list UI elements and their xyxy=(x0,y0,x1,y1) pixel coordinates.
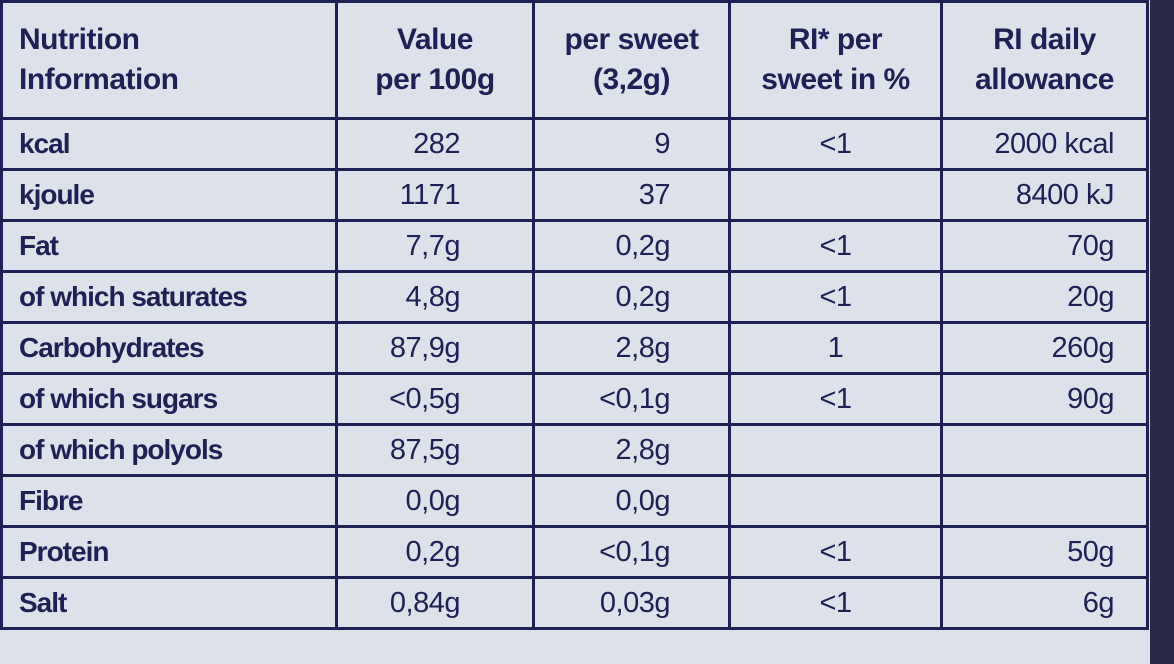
value-per-100g: 0,0g xyxy=(335,474,535,528)
value-per-sweet: 9 xyxy=(532,117,731,171)
ri-daily xyxy=(940,474,1149,528)
nutrient-row: Fibre 0,0g 0,0g xyxy=(0,474,1149,528)
row-label: Fibre xyxy=(0,474,338,528)
ri-daily: 8400 kJ xyxy=(940,168,1149,222)
nutrition-panel: Nutrition Information Value per 100g per swe… xyxy=(0,0,1150,664)
value-per-sweet: <0,1g xyxy=(532,525,731,579)
row-label: of which sugars xyxy=(0,372,338,426)
ri-percent xyxy=(728,423,943,477)
ri-daily: 70g xyxy=(940,219,1149,273)
value-per-100g: 87,5g xyxy=(335,423,535,477)
nutrient-row: Protein 0,2g <0,1g <1 50g xyxy=(0,525,1149,579)
ri-daily: 6g xyxy=(940,576,1149,630)
row-label: Salt xyxy=(0,576,338,630)
row-label: of which saturates xyxy=(0,270,338,324)
ri-percent: <1 xyxy=(728,372,943,426)
value-per-sweet: <0,1g xyxy=(532,372,731,426)
ri-daily: 50g xyxy=(940,525,1149,579)
column-header: per sweet (3,2g) xyxy=(532,0,731,120)
column-header: Value per 100g xyxy=(335,0,535,120)
row-label: kjoule xyxy=(0,168,338,222)
row-label: of which polyols xyxy=(0,423,338,477)
value-per-100g: 87,9g xyxy=(335,321,535,375)
column-header: RI* per sweet in % xyxy=(728,0,943,120)
ri-daily: 260g xyxy=(940,321,1149,375)
ri-daily xyxy=(940,423,1149,477)
ri-percent: <1 xyxy=(728,117,943,171)
value-per-sweet: 37 xyxy=(532,168,731,222)
ri-percent: <1 xyxy=(728,270,943,324)
row-label: kcal xyxy=(0,117,338,171)
value-per-sweet: 0,2g xyxy=(532,219,731,273)
nutrient-row: Salt 0,84g 0,03g <1 6g xyxy=(0,576,1149,630)
value-per-100g: 4,8g xyxy=(335,270,535,324)
value-per-sweet: 2,8g xyxy=(532,423,731,477)
value-per-sweet: 0,03g xyxy=(532,576,731,630)
value-per-sweet: 0,2g xyxy=(532,270,731,324)
ri-percent: <1 xyxy=(728,525,943,579)
value-per-sweet: 0,0g xyxy=(532,474,731,528)
value-per-sweet: 2,8g xyxy=(532,321,731,375)
nutrient-row: of which saturates 4,8g 0,2g <1 20g xyxy=(0,270,1149,324)
ri-percent xyxy=(728,474,943,528)
nutrient-row: of which polyols 87,5g 2,8g xyxy=(0,423,1149,477)
ri-daily: 20g xyxy=(940,270,1149,324)
value-per-100g: 282 xyxy=(335,117,535,171)
row-label: Fat xyxy=(0,219,338,273)
header-row: Nutrition Information Value per 100g per swe… xyxy=(0,0,1149,120)
ri-daily: 90g xyxy=(940,372,1149,426)
value-per-100g: <0,5g xyxy=(335,372,535,426)
value-per-100g: 0,84g xyxy=(335,576,535,630)
nutrient-row: Fat 7,7g 0,2g <1 70g xyxy=(0,219,1149,273)
nutrient-row: kjoule 1171 37 8400 kJ xyxy=(0,168,1149,222)
ri-daily: 2000 kcal xyxy=(940,117,1149,171)
value-per-100g: 7,7g xyxy=(335,219,535,273)
ri-percent: 1 xyxy=(728,321,943,375)
nutrition-table: Nutrition Information Value per 100g per swe… xyxy=(0,0,1149,630)
column-header: Nutrition Information xyxy=(0,0,338,120)
ri-percent xyxy=(728,168,943,222)
value-per-100g: 1171 xyxy=(335,168,535,222)
column-header: RI daily allowance xyxy=(940,0,1149,120)
nutrient-row: Carbohydrates 87,9g 2,8g 1 260g xyxy=(0,321,1149,375)
value-per-100g: 0,2g xyxy=(335,525,535,579)
ri-percent: <1 xyxy=(728,219,943,273)
nutrient-row: of which sugars <0,5g <0,1g <1 90g xyxy=(0,372,1149,426)
ri-percent: <1 xyxy=(728,576,943,630)
nutrient-row: kcal 282 9 <1 2000 kcal xyxy=(0,117,1149,171)
row-label: Carbohydrates xyxy=(0,321,338,375)
row-label: Protein xyxy=(0,525,338,579)
